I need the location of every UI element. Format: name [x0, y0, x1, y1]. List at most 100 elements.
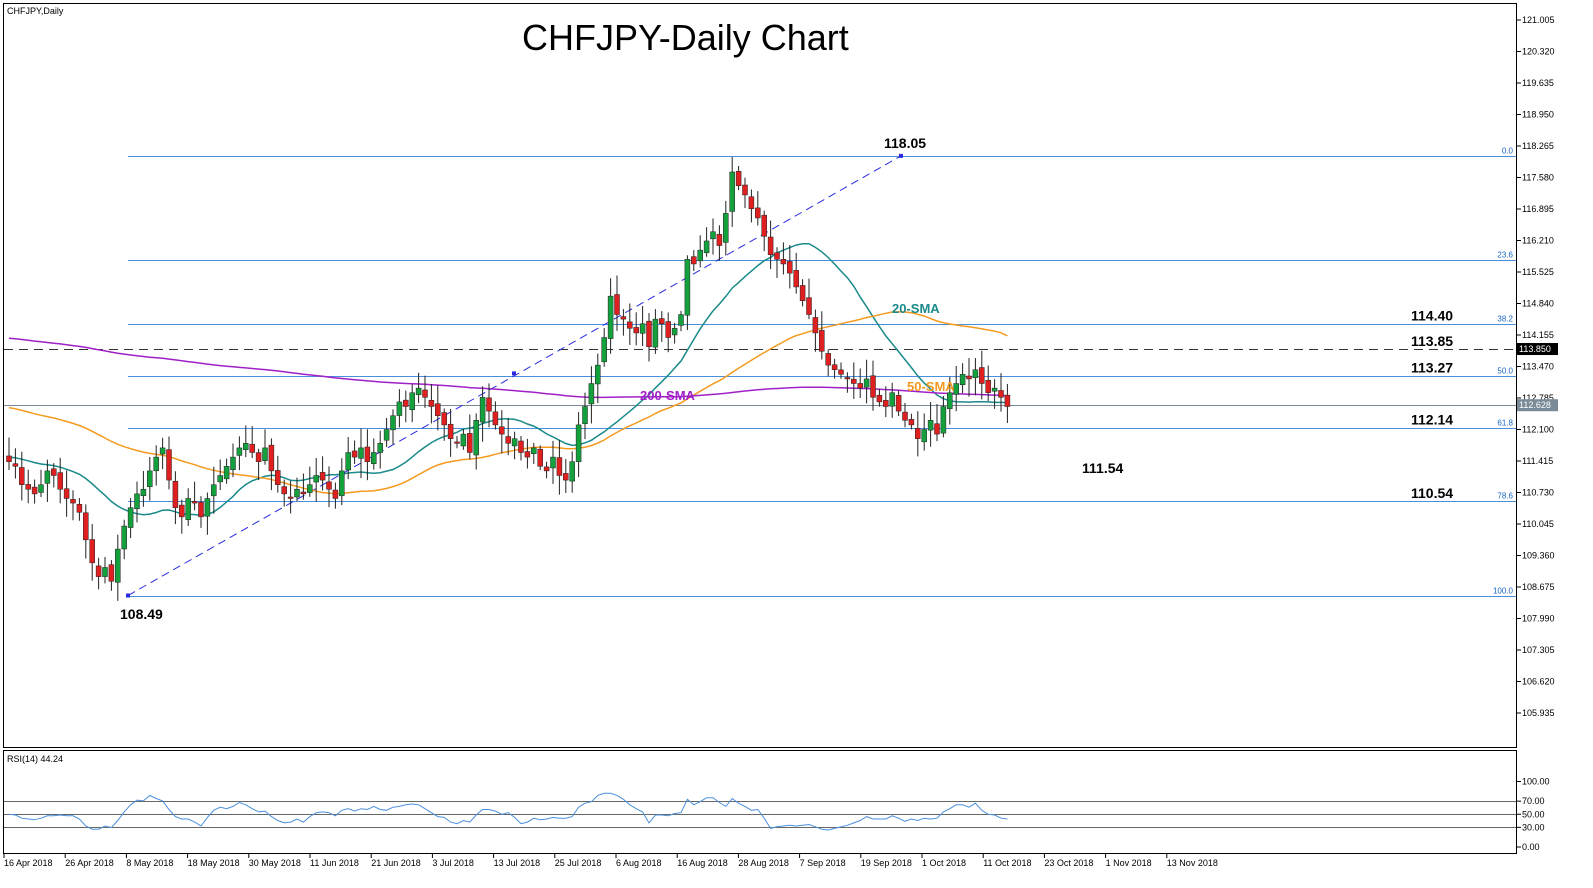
candle — [979, 350, 985, 400]
candle — [748, 189, 755, 223]
candle-body — [543, 466, 550, 472]
candle — [863, 359, 870, 404]
candle — [38, 469, 44, 497]
candle — [991, 379, 998, 409]
y-tick-label: 119.635 — [1522, 78, 1554, 88]
candle — [6, 437, 12, 471]
level-label-4: 110.54 — [1411, 485, 1453, 501]
candle — [735, 166, 742, 191]
y-tick-label: 107.990 — [1522, 614, 1555, 624]
candle — [377, 430, 383, 469]
candle — [287, 480, 294, 514]
candle-body — [467, 433, 473, 453]
candle — [895, 390, 902, 417]
candle-body — [927, 420, 934, 431]
candle-body — [819, 330, 825, 352]
candle — [569, 451, 575, 493]
candle — [774, 247, 780, 278]
candle — [595, 353, 601, 404]
candle-body — [345, 452, 351, 471]
candle-body — [319, 472, 326, 481]
candle-body — [19, 467, 25, 485]
candle-body — [89, 539, 95, 564]
candle — [851, 362, 857, 399]
candle — [326, 466, 332, 508]
candle-body — [435, 403, 441, 416]
candle — [102, 556, 108, 584]
candle — [793, 252, 799, 294]
candle-body — [211, 484, 217, 497]
candle-body — [390, 415, 396, 431]
candle-body — [255, 452, 262, 462]
candle — [755, 191, 761, 226]
x-tick-label: 28 Aug 2018 — [738, 858, 789, 868]
candle — [531, 443, 537, 465]
candlesticks — [6, 156, 1011, 601]
candle-body — [940, 406, 947, 434]
y-tick-label: 114.840 — [1522, 299, 1554, 309]
candle — [505, 417, 511, 456]
candle-body — [755, 207, 761, 219]
candle — [454, 436, 460, 449]
candle-body — [44, 470, 51, 484]
candle-body — [364, 446, 371, 462]
candle-body — [518, 440, 524, 453]
candle — [652, 309, 659, 354]
candle — [966, 358, 972, 397]
rsi-indicator: 100.00 70.00 50.00 30.00 0.00 — [4, 777, 1550, 852]
x-tick-label: 7 Sep 2018 — [800, 858, 846, 868]
candle-body — [377, 443, 383, 453]
candle — [556, 440, 563, 495]
candle — [179, 499, 185, 534]
candle-body — [806, 297, 812, 315]
candle-body — [851, 378, 857, 384]
x-tick-label: 11 Jun 2018 — [310, 858, 359, 868]
candle-body — [742, 184, 748, 196]
candle — [339, 458, 345, 506]
candle — [185, 488, 191, 526]
candle-body — [492, 411, 499, 426]
candle-body — [998, 390, 1004, 398]
candle — [83, 504, 89, 559]
candle — [275, 455, 281, 493]
candle-body — [524, 451, 531, 458]
candle — [415, 372, 422, 404]
candle-body — [268, 444, 275, 472]
x-tick-label: 11 Oct 2018 — [983, 858, 1031, 868]
y-tick-label: 106.620 — [1522, 677, 1555, 687]
candle-body — [691, 256, 697, 265]
y-tick-label: 113.470 — [1522, 362, 1554, 372]
candle-body — [665, 321, 671, 338]
candle — [364, 429, 371, 481]
candle-body — [63, 488, 70, 499]
candle — [959, 363, 966, 394]
resistance-price-tag: 113.850 — [1519, 344, 1551, 354]
candle — [883, 386, 889, 418]
candle-body — [703, 240, 710, 254]
candle-body — [172, 481, 179, 508]
candle — [633, 312, 639, 346]
candle — [543, 461, 550, 479]
candle-body — [262, 447, 268, 461]
y-tick-label: 109.360 — [1522, 551, 1555, 561]
candle-body — [70, 499, 76, 504]
candle-body — [991, 387, 998, 392]
candle — [889, 382, 895, 418]
candle — [140, 471, 147, 507]
candle-body — [25, 484, 31, 490]
candle — [550, 440, 556, 484]
candle-body — [281, 486, 287, 495]
candle — [799, 279, 806, 307]
candle-body — [595, 364, 601, 385]
candle-body — [723, 213, 729, 243]
candle — [332, 482, 339, 509]
candle — [947, 376, 953, 425]
y-tick-label: 115.525 — [1522, 267, 1554, 277]
candle — [51, 463, 57, 488]
candle-body — [159, 447, 166, 455]
candle — [921, 413, 927, 451]
candle-body — [460, 433, 467, 447]
swing-mid-label: 111.54 — [1082, 460, 1123, 476]
candle — [902, 402, 908, 428]
